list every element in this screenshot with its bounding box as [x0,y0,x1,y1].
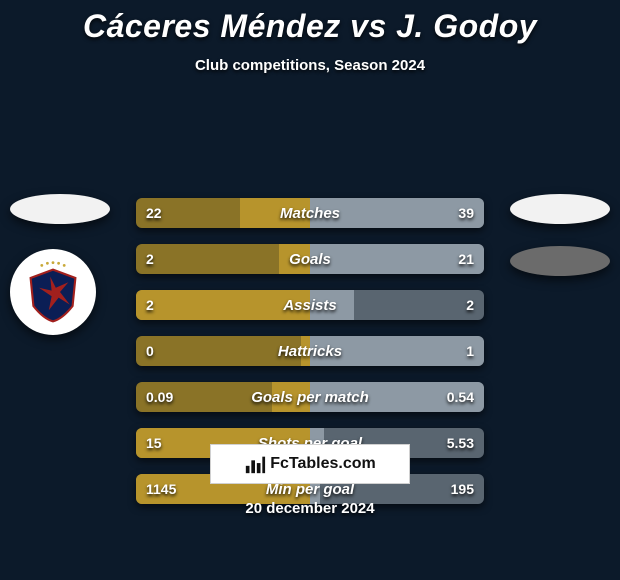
stat-value-left: 0 [146,336,154,366]
stat-value-left: 22 [146,198,162,228]
stat-value-right: 1 [466,336,474,366]
stat-label: Matches [136,198,484,228]
stat-row: Assists2 2 [136,290,484,320]
brand-footer: FcTables.com [210,444,410,484]
stat-row: Goals2 21 [136,244,484,274]
stat-value-right: 0.54 [447,382,474,412]
brand-text: FcTables.com [270,455,376,473]
stat-value-right: 39 [458,198,474,228]
stat-value-right: 5.53 [447,428,474,458]
date-text: 20 december 2024 [0,500,620,517]
club-left-logo [10,249,96,335]
page-subtitle: Club competitions, Season 2024 [0,57,620,74]
stat-label: Goals [136,244,484,274]
stat-value-right: 2 [466,290,474,320]
stat-value-left: 2 [146,244,154,274]
stat-row: Goals per match0.09 0.54 [136,382,484,412]
bar-chart-icon [244,453,266,475]
shield-icon [18,257,88,327]
stat-label: Assists [136,290,484,320]
stat-label: Goals per match [136,382,484,412]
player-left-badge [10,194,110,224]
stat-value-left: 0.09 [146,382,173,412]
player-right-badge [510,194,610,224]
stat-label: Hattricks [136,336,484,366]
stat-value-right: 21 [458,244,474,274]
club-right-badge [510,246,610,276]
stat-value-left: 15 [146,428,162,458]
stat-value-left: 2 [146,290,154,320]
page-title: Cáceres Méndez vs J. Godoy [0,0,620,45]
stat-row: Matches22 39 [136,198,484,228]
stat-row: Hattricks0 1 [136,336,484,366]
